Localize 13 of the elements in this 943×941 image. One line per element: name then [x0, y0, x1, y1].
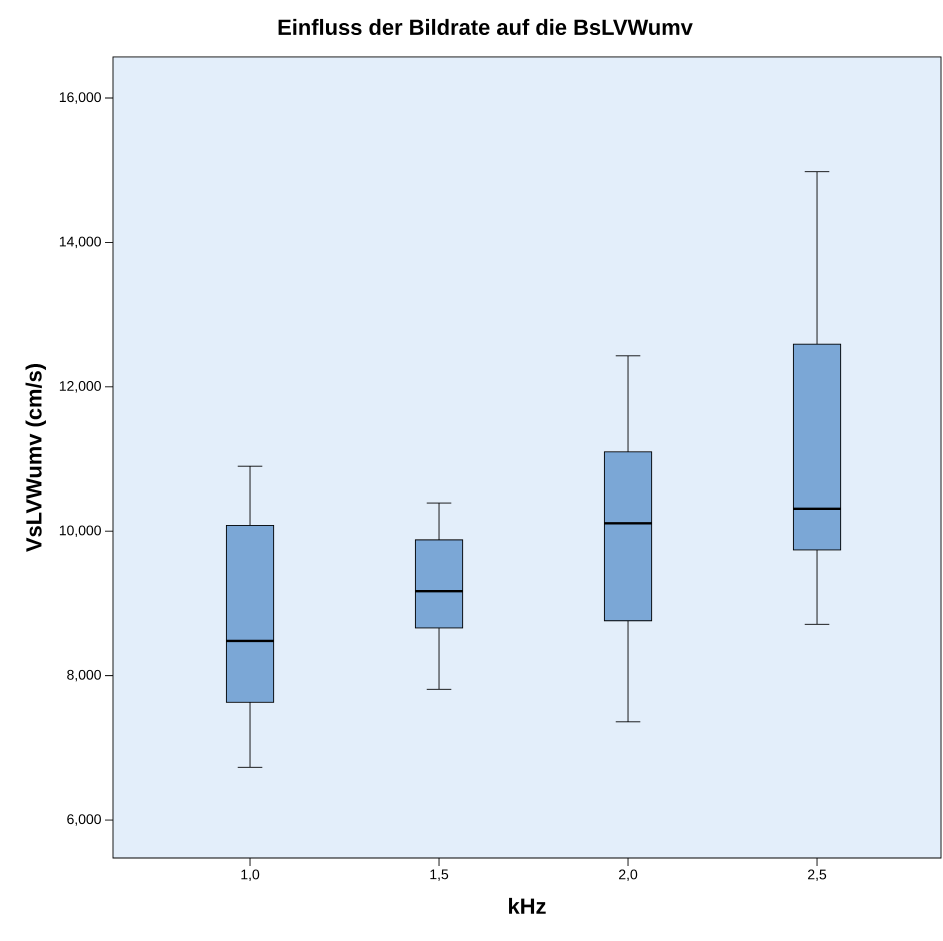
x-axis-title: kHz: [509, 898, 546, 914]
y-tick-label: 14,000: [60, 236, 101, 248]
y-tick-label: 12,000: [60, 381, 101, 393]
x-tick-label: 1,5: [430, 870, 448, 881]
y-tick-label: 8,000: [67, 670, 101, 682]
x-tick-label: 2,0: [619, 870, 638, 882]
x-tick-label: 1,0: [241, 870, 260, 882]
y-tick-label: 10,000: [60, 525, 101, 537]
x-tick-label: 2,5: [808, 870, 826, 882]
y-tick-label: 16,000: [60, 92, 101, 104]
y-tick-label: 6,000: [67, 814, 101, 826]
y-axis-title: VsLVWumv (cm/s): [26, 364, 46, 552]
chart-title: Einfluss der Bildrate auf die BsLVWumv: [278, 18, 693, 36]
